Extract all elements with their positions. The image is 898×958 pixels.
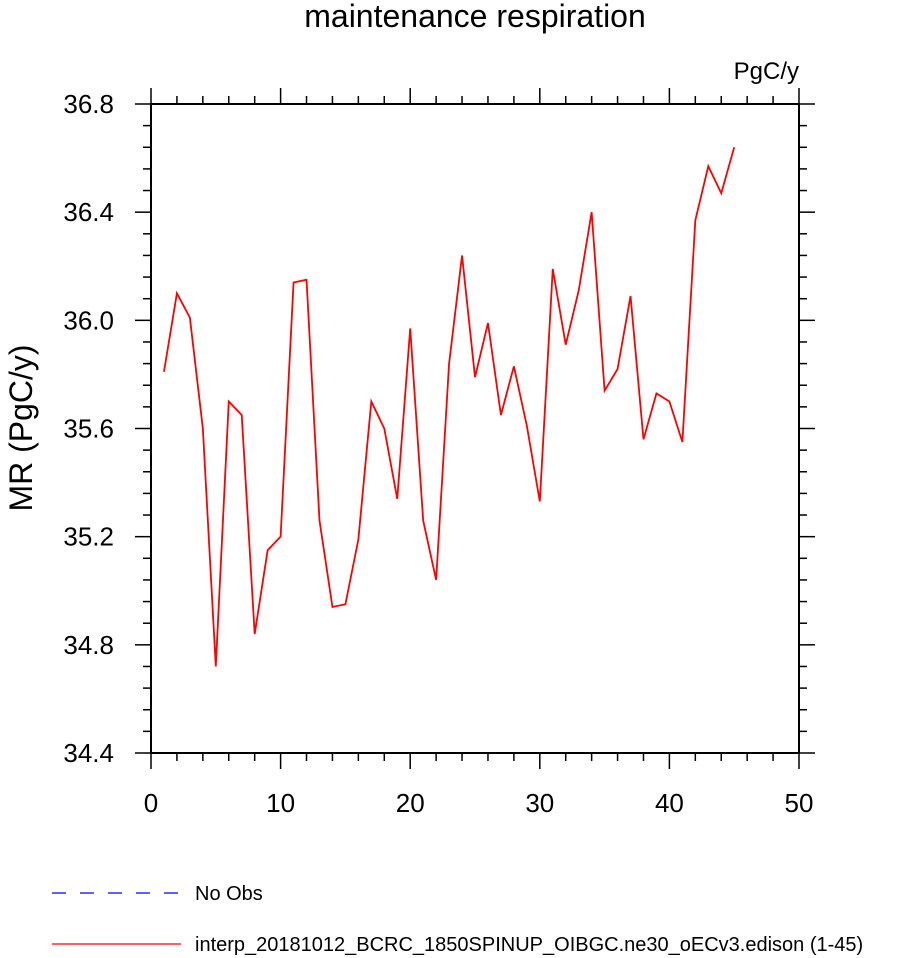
y-tick-label: 36.0: [63, 305, 114, 335]
y-tick-label: 35.2: [63, 522, 114, 552]
x-tick-label: 0: [144, 788, 158, 818]
series-line-model: [163, 147, 736, 667]
axis-ticks: [135, 88, 815, 769]
units-label: PgC/y: [734, 58, 799, 85]
y-tick-label: 34.4: [63, 738, 114, 768]
x-tick-label: 50: [785, 788, 814, 818]
x-tick-label: 20: [396, 788, 425, 818]
legend-label-model: interp_20181012_BCRC_1850SPINUP_OIBGC.ne…: [195, 934, 863, 956]
legend: No Obs interp_20181012_BCRC_1850SPINUP_O…: [52, 883, 863, 956]
y-tick-label: 34.8: [63, 630, 114, 660]
y-tick-label: 36.4: [63, 197, 114, 227]
y-axis-label: MR (PgC/y): [3, 344, 39, 511]
x-tick-label: 30: [525, 788, 554, 818]
legend-label-no-obs: No Obs: [195, 883, 263, 905]
x-tick-labels: 0 10 20 30 40 50: [144, 788, 814, 818]
y-tick-label: 36.8: [63, 89, 114, 119]
chart-title: maintenance respiration: [304, 0, 646, 34]
x-tick-label: 10: [266, 788, 295, 818]
x-tick-label: 40: [655, 788, 684, 818]
y-tick-label: 35.6: [63, 414, 114, 444]
plot-frame: [150, 103, 800, 754]
y-tick-labels: 34.4 34.8 35.2 35.6 36.0 36.4 36.8: [63, 89, 114, 768]
series-layer: [163, 147, 736, 667]
